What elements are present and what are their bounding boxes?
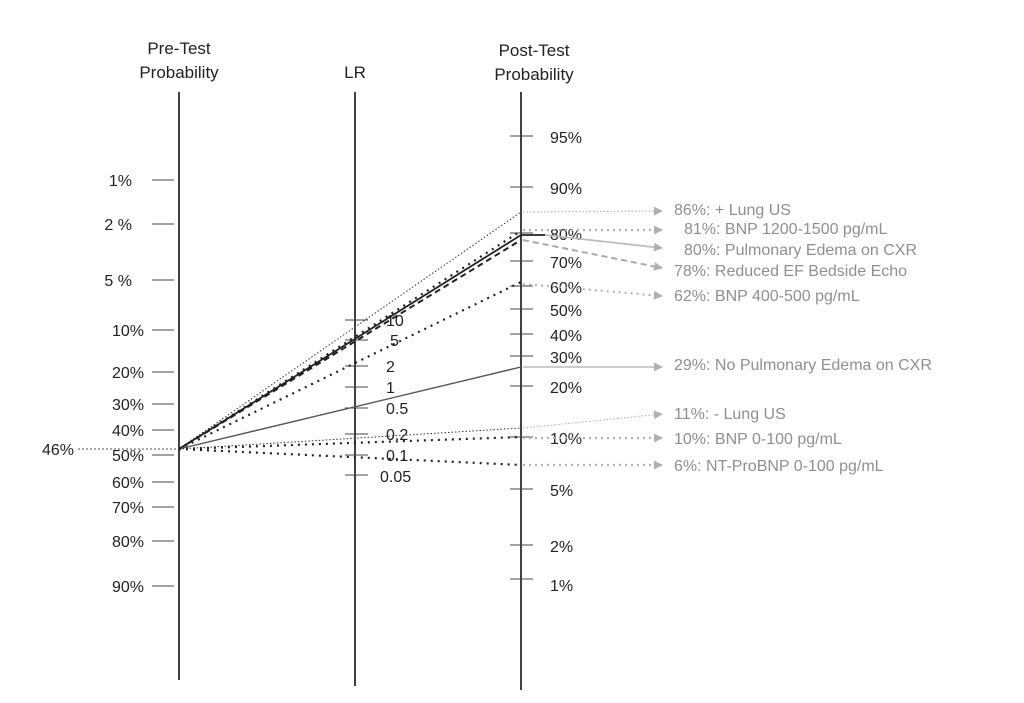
- posttest-tick-label: 20%: [550, 380, 582, 397]
- pretest-tick-label: 90%: [112, 579, 144, 596]
- pretest-ticks: [152, 179, 174, 587]
- pretest-tick-label: 50%: [112, 448, 144, 465]
- line-ntprobnp-0-100: [178, 447, 522, 467]
- pretest-header-line2: Probability: [139, 63, 219, 82]
- pretest-tick-label: 80%: [112, 534, 144, 551]
- pretest-tick-label: 40%: [112, 423, 144, 440]
- pretest-tick-label: 5 %: [104, 273, 132, 290]
- result-label: 80%: Pulmonary Edema on CXR: [684, 242, 917, 259]
- arrow-plus-lung-us: [522, 206, 663, 216]
- result-label: 10%: BNP 0-100 pg/mL: [674, 431, 842, 448]
- result-label: 86%: + Lung US: [674, 202, 791, 219]
- posttest-header-line2: Probability: [494, 65, 574, 84]
- line-reduced-ef-echo: [178, 239, 522, 450]
- arrow-bnp-400-500: [522, 283, 663, 300]
- result-label: 6%: NT-ProBNP 0-100 pg/mL: [674, 458, 884, 475]
- pretest-marker-label: 46%: [42, 442, 74, 459]
- posttest-ticks: [510, 135, 533, 580]
- posttest-tick-labels: 95% 90% 80% 70% 60% 50% 40% 30% 20% 10% …: [550, 130, 582, 595]
- pretest-tick-label: 30%: [112, 397, 144, 414]
- pretest-tick-label: 70%: [112, 500, 144, 517]
- lr-tick-labels: 10 5 2 1 0.5 0.2 0.1 0.05: [380, 313, 411, 486]
- posttest-tick-label: 1%: [550, 578, 573, 595]
- result-label: 29%: No Pulmonary Edema on CXR: [674, 357, 932, 374]
- arrow-reduced-ef-echo: [522, 239, 663, 271]
- posttest-tick-label: 2%: [550, 539, 573, 556]
- posttest-tick-label: 5%: [550, 483, 573, 500]
- line-bnp-1200-1500: [178, 230, 522, 450]
- result-label: 62%: BNP 400-500 pg/mL: [674, 288, 860, 305]
- result-label: 78%: Reduced EF Bedside Echo: [674, 263, 907, 280]
- pretest-tick-label: 60%: [112, 475, 144, 492]
- pretest-tick-label: 2 %: [104, 217, 132, 234]
- pretest-header-line1: Pre-Test: [147, 39, 211, 58]
- posttest-tick-label: 40%: [550, 328, 582, 345]
- nomogram-lines: [178, 211, 545, 467]
- result-arrows: [522, 206, 663, 470]
- result-label: 81%: BNP 1200-1500 pg/mL: [684, 221, 888, 238]
- pretest-tick-labels: 1% 2 % 5 % 10% 20% 30% 40% 50% 60% 70% 8…: [104, 173, 144, 596]
- arrow-pulmonary-edema-cxr: [544, 234, 663, 252]
- lr-tick-label: 0.05: [380, 469, 411, 486]
- lr-tick-label: 0.2: [386, 427, 408, 444]
- posttest-tick-label: 90%: [550, 181, 582, 198]
- pretest-tick-label: 1%: [109, 173, 132, 190]
- lr-header: LR: [344, 63, 366, 82]
- posttest-tick-label: 95%: [550, 130, 582, 147]
- line-minus-lung-us: [178, 427, 522, 450]
- posttest-tick-label: 80%: [550, 227, 582, 244]
- result-label: 11%: - Lung US: [674, 406, 786, 423]
- lr-tick-label: 0.5: [386, 401, 408, 418]
- posttest-tick-label: 10%: [550, 431, 582, 448]
- line-pulmonary-edema-cxr: [178, 234, 545, 450]
- line-bnp-0-100: [178, 435, 522, 451]
- lr-tick-label: 1: [386, 380, 395, 397]
- line-bnp-400-500: [178, 281, 522, 450]
- line-plus-lung-us: [178, 211, 522, 450]
- posttest-tick-label: 70%: [550, 255, 582, 272]
- lr-ticks: [345, 319, 368, 476]
- pretest-tick-label: 10%: [112, 323, 144, 340]
- arrow-minus-lung-us: [522, 410, 663, 429]
- result-labels: 86%: + Lung US 81%: BNP 1200-1500 pg/mL …: [674, 202, 932, 475]
- line-no-pulmonary-edema: [178, 366, 522, 450]
- lr-tick-label: 2: [386, 359, 395, 376]
- posttest-header-line1: Post-Test: [499, 41, 570, 60]
- pretest-tick-label: 20%: [112, 365, 144, 382]
- posttest-tick-label: 30%: [550, 350, 582, 367]
- lr-tick-label: 5: [390, 333, 399, 350]
- posttest-tick-label: 50%: [550, 303, 582, 320]
- lr-tick-label: 0.1: [386, 448, 408, 465]
